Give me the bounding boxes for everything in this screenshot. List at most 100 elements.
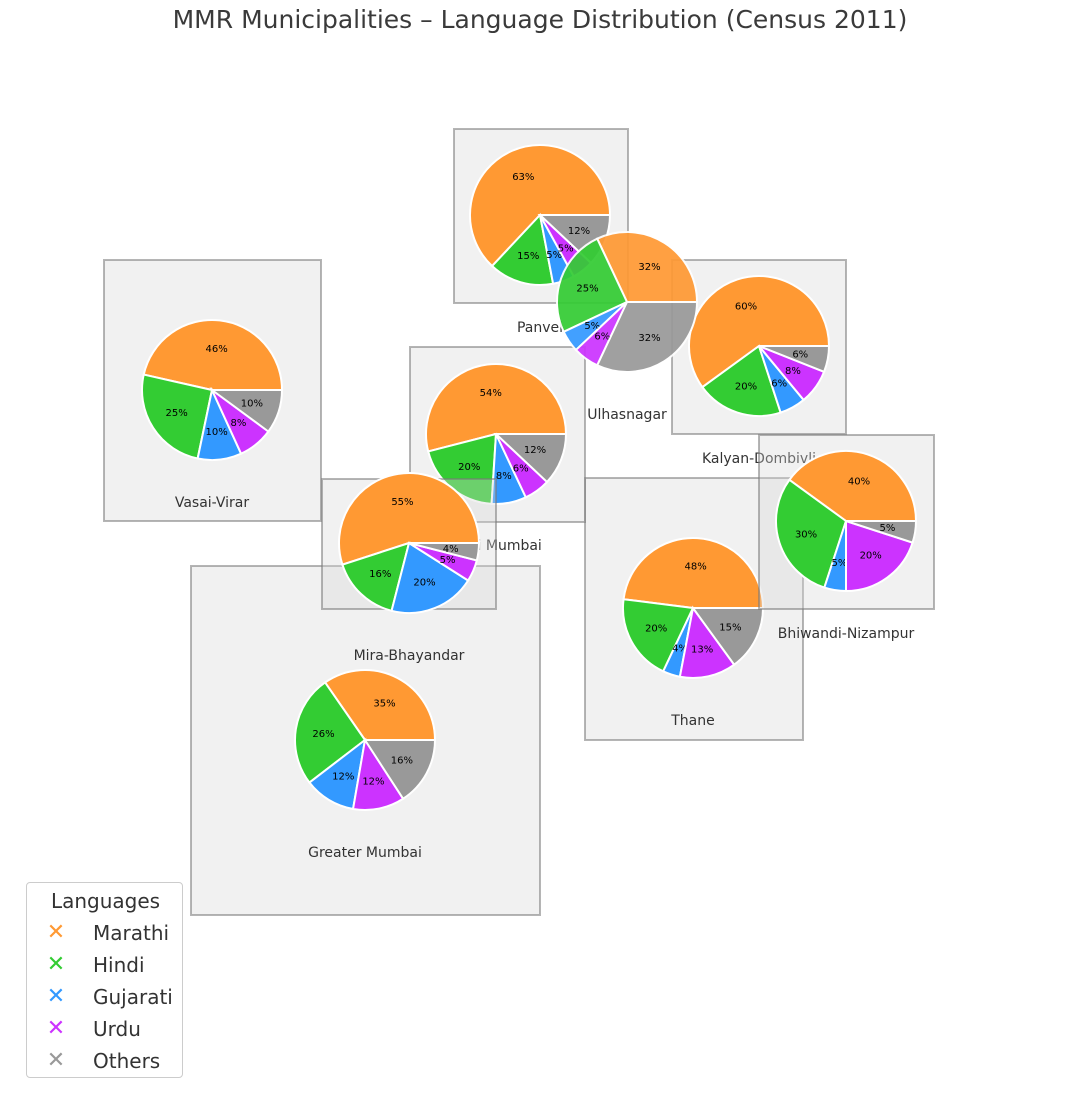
pie-percent-label: 12% bbox=[332, 771, 354, 782]
pie-slice-urdu bbox=[845, 519, 914, 593]
legend-label: Others bbox=[93, 1049, 161, 1073]
pie-slice-hindi bbox=[490, 212, 555, 286]
pie-slice-others bbox=[208, 389, 284, 433]
pie-slice-marathi bbox=[595, 231, 699, 303]
pie-slice-marathi bbox=[142, 319, 284, 391]
pie-percent-label: 16% bbox=[369, 569, 391, 580]
pie-percent-label: 5% bbox=[880, 523, 896, 534]
x-marker-icon: ✕ bbox=[46, 984, 66, 1009]
pie-percent-label: 10% bbox=[206, 427, 228, 438]
legend-item-hindi: ✕ Hindi bbox=[45, 951, 145, 979]
pie-slice-others bbox=[408, 542, 481, 562]
pie-percent-label: 4% bbox=[672, 643, 688, 654]
municipality-label: Panvel bbox=[517, 320, 563, 336]
x-marker-icon: ✕ bbox=[46, 920, 66, 945]
pie-percent-label: 16% bbox=[391, 756, 413, 767]
pie-percent-label: 35% bbox=[373, 698, 395, 709]
pie-percent-label: 8% bbox=[785, 366, 801, 377]
legend-label: Marathi bbox=[93, 921, 170, 945]
pie-slice-urdu bbox=[678, 605, 736, 679]
legend-item-others: ✕ Others bbox=[45, 1047, 160, 1075]
pie-percent-label: 26% bbox=[312, 729, 334, 740]
pie-percent-label: 5% bbox=[546, 250, 562, 261]
x-marker-icon: ✕ bbox=[46, 1048, 66, 1073]
pie-percent-label: 20% bbox=[458, 462, 480, 473]
legend-item-marathi: ✕ Marathi bbox=[45, 919, 169, 947]
pie-slice-marathi bbox=[688, 275, 831, 389]
pie-slice-marathi bbox=[425, 363, 568, 453]
legend-label: Gujarati bbox=[93, 985, 173, 1009]
pie-percent-label: 4% bbox=[443, 544, 459, 555]
pie-percent-label: 32% bbox=[638, 333, 660, 344]
pie-percent-label: 15% bbox=[719, 623, 741, 634]
pie-slice-others bbox=[758, 345, 831, 374]
pie-percent-label: 5% bbox=[440, 555, 456, 566]
pie-slice-hindi bbox=[775, 478, 848, 589]
pie-slice-hindi bbox=[294, 681, 367, 784]
pie-percent-label: 10% bbox=[241, 399, 263, 410]
municipality-label: Greater Mumbai bbox=[308, 845, 422, 861]
pie-percent-label: 5% bbox=[831, 558, 847, 569]
pie-slice-hindi bbox=[141, 373, 214, 460]
legend-item-gujarati: ✕ Gujarati bbox=[45, 983, 173, 1011]
legend-label: Urdu bbox=[93, 1017, 141, 1041]
pie-slice-others bbox=[595, 301, 699, 373]
municipality-label: Thane bbox=[670, 713, 715, 729]
pie-slice-marathi bbox=[338, 472, 481, 566]
pie-slice-hindi bbox=[556, 237, 629, 334]
pie-percent-label: 55% bbox=[391, 497, 413, 508]
pie-percent-label: 63% bbox=[512, 172, 534, 183]
pie-percent-label: 12% bbox=[362, 777, 384, 788]
pie-slice-others bbox=[691, 607, 765, 667]
pie-percent-label: 25% bbox=[166, 408, 188, 419]
pie-percent-label: 13% bbox=[691, 644, 713, 655]
pie-group-mira-bhayandar: 55% 16% 20% 5%4% Mira-Bhayandar bbox=[321, 472, 497, 664]
pie-percent-label: 20% bbox=[735, 381, 757, 392]
x-marker-icon: ✕ bbox=[46, 1016, 66, 1041]
pie-percent-label: 48% bbox=[685, 562, 707, 573]
pie-percent-label: 32% bbox=[638, 262, 660, 273]
pie-percent-label: 25% bbox=[576, 283, 598, 294]
pie-percent-label: 8% bbox=[496, 471, 512, 482]
pie-slice-hindi bbox=[341, 541, 411, 613]
pie-percent-label: 20% bbox=[413, 578, 435, 589]
legend-item-urdu: ✕ Urdu bbox=[45, 1015, 141, 1043]
x-marker-icon: ✕ bbox=[46, 952, 66, 977]
pie-percent-label: 8% bbox=[231, 418, 247, 429]
municipality-label: Bhiwandi-Nizampur bbox=[778, 626, 915, 642]
legend-title: Languages bbox=[50, 889, 161, 913]
pie-slice-others bbox=[363, 739, 437, 801]
pie-slice-others bbox=[845, 520, 918, 544]
pie-group-vasai-virar: 46%25%10%8%10%Vasai-Virar bbox=[103, 259, 322, 522]
pie-percent-label: 12% bbox=[568, 226, 590, 237]
municipality-label: Mira-Bhayandar bbox=[354, 648, 465, 664]
pie-percent-label: 54% bbox=[480, 388, 502, 399]
pie-group-kalyan-dombivli: 60%20%6%8%6%Kalyan-Dombivli bbox=[671, 259, 847, 467]
pie-percent-label: 30% bbox=[795, 529, 817, 540]
pie-percent-label: 40% bbox=[848, 477, 870, 488]
pie-slice-gujarati bbox=[390, 541, 470, 614]
pie-slice-marathi bbox=[787, 450, 918, 522]
pie-percent-label: 46% bbox=[206, 344, 228, 355]
pie-percent-label: 20% bbox=[860, 550, 882, 561]
legend: Languages ✕ Marathi ✕ Hindi ✕ Gujarati ✕… bbox=[26, 882, 183, 1078]
pie-percent-label: 20% bbox=[645, 624, 667, 635]
pie-group-greater-mumbai: 35% 26% 12% 12% 16% Greater Mumbai bbox=[190, 565, 541, 916]
legend-label: Hindi bbox=[93, 953, 145, 977]
pie-slice-hindi bbox=[622, 598, 695, 673]
pie-slice-hindi bbox=[700, 344, 782, 417]
pie-percent-label: 60% bbox=[735, 302, 757, 313]
pie-percent-label: 6% bbox=[594, 331, 610, 342]
pie-group-bhiwandi-nizampur: 40% 30% 5% 20% 5% Bhiwandi-Nizampur bbox=[758, 434, 935, 642]
pie-percent-label: 6% bbox=[792, 349, 808, 360]
pie-slice-marathi bbox=[469, 144, 612, 268]
pie-slice-marathi bbox=[323, 669, 437, 741]
pie-percent-label: 15% bbox=[517, 251, 539, 262]
pie-group-ulhasnagar: 32%25%5%6% 32%Ulhasnagar bbox=[556, 231, 699, 423]
pie-percent-label: 12% bbox=[524, 445, 546, 456]
pie-slice-others bbox=[493, 433, 568, 484]
municipality-label: Vasai-Virar bbox=[175, 495, 250, 511]
pie-percent-label: 5% bbox=[558, 244, 574, 255]
